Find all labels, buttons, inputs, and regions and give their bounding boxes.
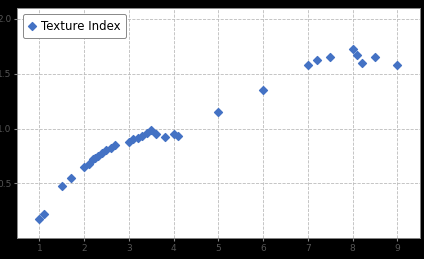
Texture Index bbox=[358, 61, 365, 65]
Texture Index bbox=[260, 88, 267, 92]
Texture Index bbox=[354, 53, 360, 57]
Texture Index bbox=[161, 135, 168, 139]
Texture Index bbox=[394, 63, 401, 67]
Texture Index bbox=[148, 127, 155, 132]
Texture Index bbox=[103, 148, 110, 153]
Texture Index bbox=[112, 143, 119, 147]
Texture Index bbox=[89, 157, 96, 161]
Texture Index bbox=[170, 132, 177, 136]
Texture Index bbox=[92, 156, 99, 160]
Texture Index bbox=[81, 165, 87, 169]
Texture Index bbox=[126, 140, 132, 144]
Texture Index bbox=[59, 184, 65, 188]
Texture Index bbox=[130, 138, 137, 142]
Texture Index bbox=[349, 47, 356, 52]
Texture Index bbox=[152, 132, 159, 136]
Texture Index bbox=[304, 63, 311, 67]
Texture Index bbox=[67, 176, 74, 180]
Texture Index bbox=[108, 146, 114, 150]
Texture Index bbox=[85, 162, 92, 166]
Texture Index bbox=[371, 55, 378, 59]
Texture Index bbox=[215, 110, 222, 114]
Texture Index bbox=[143, 131, 150, 135]
Texture Index bbox=[139, 134, 146, 138]
Texture Index bbox=[327, 55, 334, 59]
Texture Index bbox=[36, 217, 43, 221]
Texture Index bbox=[175, 134, 181, 138]
Texture Index bbox=[134, 136, 141, 140]
Texture Index bbox=[94, 154, 101, 158]
Legend: Texture Index: Texture Index bbox=[23, 14, 126, 39]
Texture Index bbox=[313, 58, 320, 62]
Texture Index bbox=[40, 212, 47, 216]
Texture Index bbox=[99, 150, 106, 155]
